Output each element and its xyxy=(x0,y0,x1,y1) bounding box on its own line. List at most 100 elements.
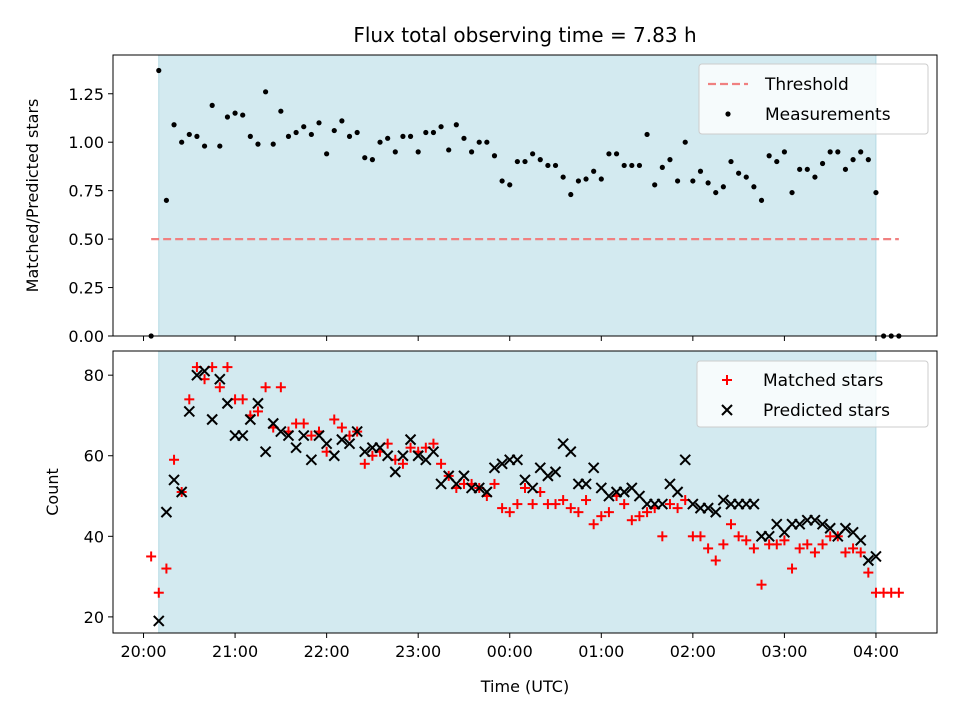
matched-star-point xyxy=(169,454,180,465)
predicted-star-point xyxy=(710,506,722,518)
predicted-star-point xyxy=(565,446,577,458)
legend-measurements-swatch xyxy=(725,111,731,117)
predicted-star-point xyxy=(328,450,340,462)
predicted-star-point xyxy=(320,437,333,450)
legend-predicted-marker xyxy=(721,404,733,416)
measurement-point xyxy=(331,127,337,134)
predicted-star-point xyxy=(198,365,211,377)
measurement-point xyxy=(499,178,505,184)
predicted-star-point xyxy=(206,413,218,426)
measurement-point xyxy=(316,120,322,126)
matched-star-point xyxy=(817,539,828,550)
measurements-layer xyxy=(148,67,902,339)
measurement-point xyxy=(415,149,421,155)
matched-star-point xyxy=(787,563,798,574)
top-x-ticks xyxy=(143,336,877,341)
matched-star-point xyxy=(260,382,271,393)
measurement-point xyxy=(461,135,467,141)
measurement-point xyxy=(858,149,864,155)
x-tick-label: 02:00 xyxy=(670,642,716,661)
predicted-star-point xyxy=(427,446,440,458)
matched-star-point xyxy=(397,458,408,469)
matched-star-point xyxy=(573,507,584,518)
matched-star-point xyxy=(756,579,767,590)
predicted-star-point xyxy=(748,498,760,510)
measurement-point xyxy=(797,166,803,172)
measurement-point xyxy=(400,133,406,139)
matched-star-point xyxy=(893,587,904,598)
measurement-point xyxy=(476,139,482,145)
matched-star-point xyxy=(642,507,653,518)
measurement-point xyxy=(674,178,681,184)
measurement-point xyxy=(217,143,223,149)
chart-title: Flux total observing time = 7.83 h xyxy=(353,23,696,47)
measurement-point xyxy=(568,191,574,198)
legend-matched-label: Matched stars xyxy=(763,371,883,391)
predicted-star-point xyxy=(351,425,363,438)
y-tick-label: 0.50 xyxy=(68,230,104,249)
measurement-point xyxy=(468,149,475,155)
measurement-point xyxy=(629,162,635,169)
matched-star-point xyxy=(779,535,790,546)
measurement-point xyxy=(407,133,414,139)
matched-star-point xyxy=(237,394,248,405)
legend-matched-marker xyxy=(722,375,732,385)
measurement-point xyxy=(758,197,765,203)
matched-star-point xyxy=(703,543,714,554)
y-tick-label: 0.75 xyxy=(68,182,104,201)
measurement-point xyxy=(369,157,376,163)
measurement-point xyxy=(262,89,269,95)
predicted-star-point xyxy=(603,490,615,502)
predicted-star-point xyxy=(618,486,630,498)
measurement-point xyxy=(507,182,513,188)
predicted-star-point xyxy=(702,502,714,514)
x-tick-label: 21:00 xyxy=(212,642,258,661)
predicted-star-point xyxy=(305,454,318,466)
predicted-star-point xyxy=(336,433,348,446)
measurement-point xyxy=(598,176,604,182)
measurement-point xyxy=(392,149,398,155)
predicted-star-point xyxy=(679,454,691,466)
measurement-point xyxy=(232,110,238,116)
predicted-star-point xyxy=(183,405,196,418)
measurement-point xyxy=(545,162,551,169)
matched-star-point xyxy=(794,543,805,554)
measurement-point xyxy=(606,151,612,157)
measurement-point xyxy=(705,180,711,186)
predicted-star-point xyxy=(839,522,852,534)
predicted-star-point xyxy=(496,458,508,470)
matched-star-point xyxy=(329,414,340,425)
predicted-star-point xyxy=(153,615,165,627)
matched-star-point xyxy=(855,547,866,558)
measurement-point xyxy=(842,166,849,172)
measurement-point xyxy=(774,158,780,165)
x-tick-label: 00:00 xyxy=(487,642,533,661)
bottom-y-axis-label: Count xyxy=(43,468,62,516)
matched-star-point xyxy=(726,519,736,530)
measurement-point xyxy=(667,157,673,163)
matched-star-point xyxy=(672,503,683,514)
matched-star-point xyxy=(428,438,439,449)
measurement-point xyxy=(575,178,582,184)
measurement-point xyxy=(171,122,177,128)
legend-predicted-label: Predicted stars xyxy=(763,401,890,421)
measurement-point xyxy=(453,122,459,128)
measurement-point xyxy=(156,67,162,74)
measurement-point xyxy=(346,133,353,139)
measurement-point xyxy=(301,124,307,130)
measurement-point xyxy=(720,184,726,190)
matched-star-point xyxy=(710,555,721,566)
x-tick-label: 20:00 xyxy=(120,642,166,661)
top-y-ticks: 0.00 0.25 0.50 0.75 1.00 1.25 xyxy=(68,85,113,346)
matched-star-point xyxy=(489,478,500,489)
measurement-point xyxy=(644,131,650,138)
measurement-point xyxy=(537,157,543,163)
predicted-star-point xyxy=(717,494,730,506)
bottom-legend-box xyxy=(696,360,929,428)
matched-star-point xyxy=(848,543,859,554)
predicted-star-point xyxy=(412,450,424,462)
y-tick-label: 1.00 xyxy=(68,133,104,152)
matched-star-point xyxy=(695,531,706,542)
matched-star-point xyxy=(214,382,225,393)
measurement-point xyxy=(713,189,719,196)
